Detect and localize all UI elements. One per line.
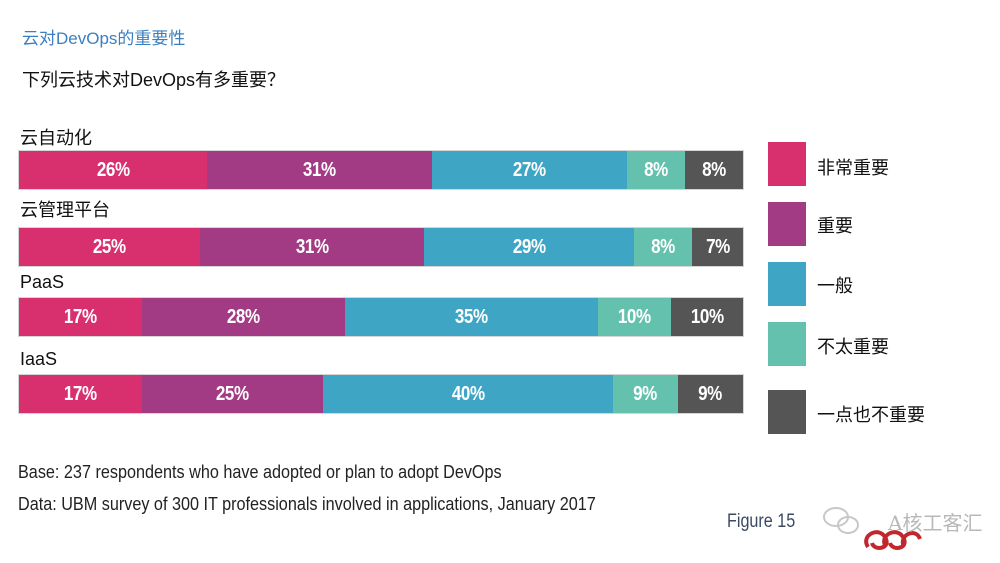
bar-segment: 31% xyxy=(207,151,432,189)
data-label: 17% xyxy=(64,382,97,405)
data-label: 26% xyxy=(96,158,130,181)
stacked-bar: 17% 28% 35% 10% 10% xyxy=(18,297,744,337)
data-label: 35% xyxy=(455,305,488,328)
bar-segment: 9% xyxy=(677,375,743,413)
data-label: 17% xyxy=(64,305,97,328)
data-label: 31% xyxy=(303,158,336,181)
watermark-logo-icon xyxy=(823,507,922,550)
bar-segment: 40% xyxy=(323,375,613,413)
data-label: 40% xyxy=(451,382,485,405)
legend-label: 重要 xyxy=(817,216,853,236)
stacked-bar: 17% 25% 40% 9% 9% xyxy=(18,374,744,414)
bar-segment: 27% xyxy=(431,151,628,189)
page-title: 云对DevOps的重要性 xyxy=(22,29,186,48)
legend-label: 一般 xyxy=(817,276,853,296)
watermark-text: A核工客汇 xyxy=(888,511,983,535)
legend-swatch xyxy=(768,262,806,306)
bar-segment: 25% xyxy=(19,228,200,266)
legend-swatch xyxy=(768,142,806,186)
logo-swirl-icon xyxy=(864,530,922,550)
category-label: PaaS xyxy=(20,272,65,292)
category-label: 云管理平台 xyxy=(20,200,110,220)
data-label: 9% xyxy=(633,382,658,405)
data-label: 25% xyxy=(93,235,126,258)
data-label: 9% xyxy=(698,382,723,405)
bar-segment: 7% xyxy=(692,228,743,266)
figure-label: Figure 15 xyxy=(727,511,796,532)
wechat-icon xyxy=(823,507,859,534)
bar-segment: 28% xyxy=(142,298,345,336)
data-label: 8% xyxy=(651,235,676,258)
data-label: 7% xyxy=(705,235,730,258)
chart-question: 下列云技术对DevOps有多重要？ xyxy=(22,70,286,90)
data-label: 10% xyxy=(617,305,651,328)
bar-segment: 29% xyxy=(424,228,635,266)
legend-swatch xyxy=(768,202,806,246)
bar-segment: 31% xyxy=(200,228,425,266)
bar-segment: 25% xyxy=(142,375,324,413)
bar-segment: 26% xyxy=(19,151,208,189)
footnote-base: Base: 237 respondents who have adopted o… xyxy=(18,462,502,482)
category-label: 云自动化 xyxy=(20,128,92,148)
bar-segment: 8% xyxy=(627,151,686,189)
category-label: IaaS xyxy=(20,349,58,369)
bar-segment: 8% xyxy=(685,151,743,189)
data-label: 29% xyxy=(513,235,546,258)
bar-segment: 8% xyxy=(634,228,693,266)
legend-swatch xyxy=(768,322,806,366)
data-label: 25% xyxy=(216,382,249,405)
legend-label: 非常重要 xyxy=(817,158,889,178)
bar-segment: 17% xyxy=(19,375,143,413)
legend-label: 一点也不重要 xyxy=(817,405,925,425)
data-label: 8% xyxy=(702,158,726,181)
footnote-data: Data: UBM survey of 300 IT professionals… xyxy=(18,494,596,514)
bar-segment: 17% xyxy=(19,298,143,336)
legend-label: 不太重要 xyxy=(817,337,889,357)
data-label: 31% xyxy=(295,235,329,258)
stacked-bar: 26% 31% 27% 8% 8% xyxy=(18,150,744,190)
data-label: 8% xyxy=(644,158,668,181)
bar-segment: 35% xyxy=(344,298,599,336)
data-label: 28% xyxy=(227,305,260,328)
bar-segment: 10% xyxy=(670,298,743,336)
data-label: 27% xyxy=(513,158,546,181)
data-label: 10% xyxy=(690,305,724,328)
stacked-bar: 25% 31% 29% 8% 7% xyxy=(18,227,744,267)
bar-segment: 10% xyxy=(598,298,671,336)
bar-segment: 9% xyxy=(612,375,678,413)
legend-swatch xyxy=(768,390,806,434)
